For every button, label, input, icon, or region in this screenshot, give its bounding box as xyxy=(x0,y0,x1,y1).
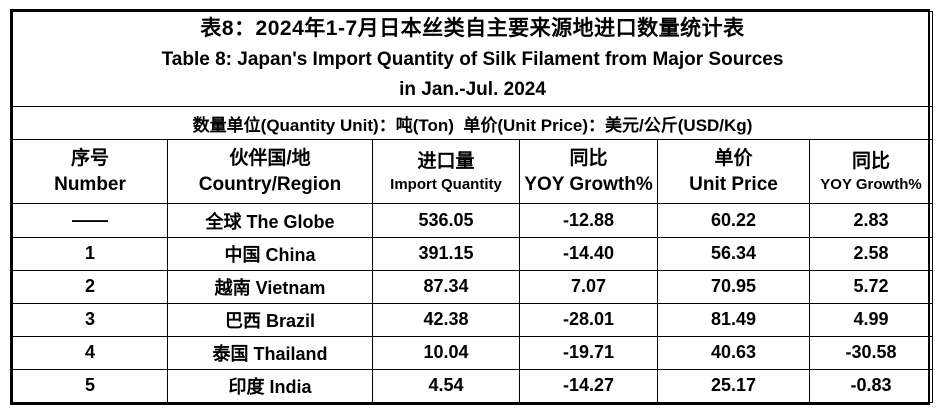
title-row: 表8：2024年1-7月日本丝类自主要来源地进口数量统计表 Table 8: J… xyxy=(11,10,934,108)
cell-country: 巴西 Brazil xyxy=(167,302,373,337)
header-number-zh: 序号 xyxy=(70,148,109,170)
header-import-quantity-en: Import Quantity xyxy=(390,175,502,193)
header-price-yoy-zh: 同比 xyxy=(852,150,891,172)
cell-quantity-yoy: -14.27 xyxy=(519,368,658,404)
header-country-en: Country/Region xyxy=(198,173,342,195)
cell-price-yoy: 2.83 xyxy=(808,203,934,238)
cell-import-quantity: 42.38 xyxy=(372,302,520,337)
cell-import-quantity: 87.34 xyxy=(372,269,520,304)
cell-price-yoy: -30.58 xyxy=(808,335,934,370)
header-number-en: Number xyxy=(54,173,126,195)
unit-note: 数量单位(Quantity Unit)：吨(Ton) 单价(Unit Price… xyxy=(11,106,934,141)
table-row-vietnam: 2 越南 Vietnam 87.34 7.07 70.95 5.72 xyxy=(12,269,934,304)
cell-unit-price: 70.95 xyxy=(657,269,810,304)
cell-country: 印度 India xyxy=(167,368,373,404)
cell-country: 越南 Vietnam xyxy=(167,269,373,304)
cell-quantity-yoy: -19.71 xyxy=(519,335,658,370)
unit-note-row: 数量单位(Quantity Unit)：吨(Ton) 单价(Unit Price… xyxy=(11,106,934,141)
header-price-yoy: 同比 YOY Growth% xyxy=(808,139,934,205)
header-unit-price-en: Unit Price xyxy=(689,173,778,195)
table-title-en-line1: Table 8: Japan's Import Quantity of Silk… xyxy=(161,49,784,71)
header-row: 序号 Number 伙伴国/地 Country/Region 进口量 Impor… xyxy=(12,139,934,205)
cell-number: 4 xyxy=(12,335,168,370)
header-unit-price: 单价 Unit Price xyxy=(657,139,810,205)
cell-country: 泰国 Thailand xyxy=(167,335,373,370)
cell-price-yoy: -0.83 xyxy=(808,368,934,404)
cell-number: 2 xyxy=(12,269,168,304)
cell-price-yoy: 4.99 xyxy=(808,302,934,337)
cell-import-quantity: 391.15 xyxy=(372,236,520,271)
import-statistics-table: 表8：2024年1-7月日本丝类自主要来源地进口数量统计表 Table 8: J… xyxy=(10,9,934,405)
cell-unit-price: 60.22 xyxy=(657,203,810,238)
cell-number: —— xyxy=(12,203,168,238)
cell-import-quantity: 536.05 xyxy=(372,203,520,238)
table-row-brazil: 3 巴西 Brazil 42.38 -28.01 81.49 4.99 xyxy=(12,302,934,337)
cell-country: 中国 China xyxy=(167,236,373,271)
table-title-zh: 表8：2024年1-7月日本丝类自主要来源地进口数量统计表 xyxy=(200,17,745,41)
table-row-china: 1 中国 China 391.15 -14.40 56.34 2.58 xyxy=(12,236,934,271)
cell-import-quantity: 4.54 xyxy=(372,368,520,404)
cell-import-quantity: 10.04 xyxy=(372,335,520,370)
header-quantity-yoy-zh: 同比 xyxy=(569,148,608,170)
table-title: 表8：2024年1-7月日本丝类自主要来源地进口数量统计表 Table 8: J… xyxy=(11,10,934,108)
cell-unit-price: 56.34 xyxy=(657,236,810,271)
header-import-quantity-zh: 进口量 xyxy=(417,150,475,172)
cell-price-yoy: 2.58 xyxy=(808,236,934,271)
table-row-globe: —— 全球 The Globe 536.05 -12.88 60.22 2.83 xyxy=(12,203,934,238)
cell-quantity-yoy: 7.07 xyxy=(519,269,658,304)
silk-import-table: 表8：2024年1-7月日本丝类自主要来源地进口数量统计表 Table 8: J… xyxy=(11,10,934,404)
cell-number: 1 xyxy=(12,236,168,271)
cell-unit-price: 25.17 xyxy=(657,368,810,404)
header-unit-price-zh: 单价 xyxy=(714,148,753,170)
cell-price-yoy: 5.72 xyxy=(808,269,934,304)
cell-country: 全球 The Globe xyxy=(167,203,373,238)
cell-quantity-yoy: -12.88 xyxy=(519,203,658,238)
cell-number: 5 xyxy=(12,368,168,404)
table-row-thailand: 4 泰国 Thailand 10.04 -19.71 40.63 -30.58 xyxy=(12,335,934,370)
cell-unit-price: 40.63 xyxy=(657,335,810,370)
header-quantity-yoy: 同比 YOY Growth% xyxy=(519,139,658,205)
cell-quantity-yoy: -28.01 xyxy=(519,302,658,337)
table-row-india: 5 印度 India 4.54 -14.27 25.17 -0.83 xyxy=(12,368,934,404)
header-price-yoy-en: YOY Growth% xyxy=(820,175,922,193)
table-title-en-line2: in Jan.-Jul. 2024 xyxy=(399,79,546,101)
cell-quantity-yoy: -14.40 xyxy=(519,236,658,271)
cell-unit-price: 81.49 xyxy=(657,302,810,337)
header-country-zh: 伙伴国/地 xyxy=(229,148,311,170)
header-country: 伙伴国/地 Country/Region xyxy=(167,139,373,205)
header-number: 序号 Number xyxy=(12,139,168,205)
header-quantity-yoy-en: YOY Growth% xyxy=(524,173,653,195)
header-import-quantity: 进口量 Import Quantity xyxy=(372,139,520,205)
cell-number: 3 xyxy=(12,302,168,337)
